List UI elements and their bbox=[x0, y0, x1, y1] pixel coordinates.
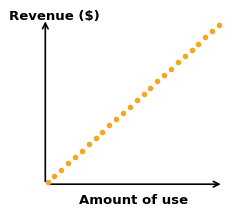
Text: Revenue ($): Revenue ($) bbox=[9, 10, 100, 23]
Point bbox=[217, 23, 221, 26]
Point bbox=[210, 29, 214, 33]
Point bbox=[204, 36, 207, 39]
Point bbox=[135, 99, 139, 102]
Point bbox=[66, 161, 70, 165]
Point bbox=[87, 143, 91, 146]
Point bbox=[155, 80, 159, 83]
Point bbox=[183, 55, 187, 58]
Point bbox=[53, 174, 56, 178]
Point bbox=[59, 168, 63, 171]
Point bbox=[169, 67, 173, 71]
Point bbox=[107, 124, 111, 127]
Point bbox=[176, 61, 180, 64]
Point bbox=[80, 149, 84, 152]
Point bbox=[149, 86, 152, 89]
Point bbox=[46, 180, 49, 184]
Text: Amount of use: Amount of use bbox=[79, 194, 188, 207]
Point bbox=[190, 48, 193, 52]
Point bbox=[121, 111, 125, 115]
Point bbox=[196, 42, 200, 45]
Point bbox=[101, 130, 104, 134]
Point bbox=[114, 118, 118, 121]
Point bbox=[142, 92, 145, 96]
Point bbox=[73, 155, 77, 159]
Point bbox=[162, 73, 166, 77]
Point bbox=[128, 105, 132, 108]
Point bbox=[94, 136, 98, 140]
